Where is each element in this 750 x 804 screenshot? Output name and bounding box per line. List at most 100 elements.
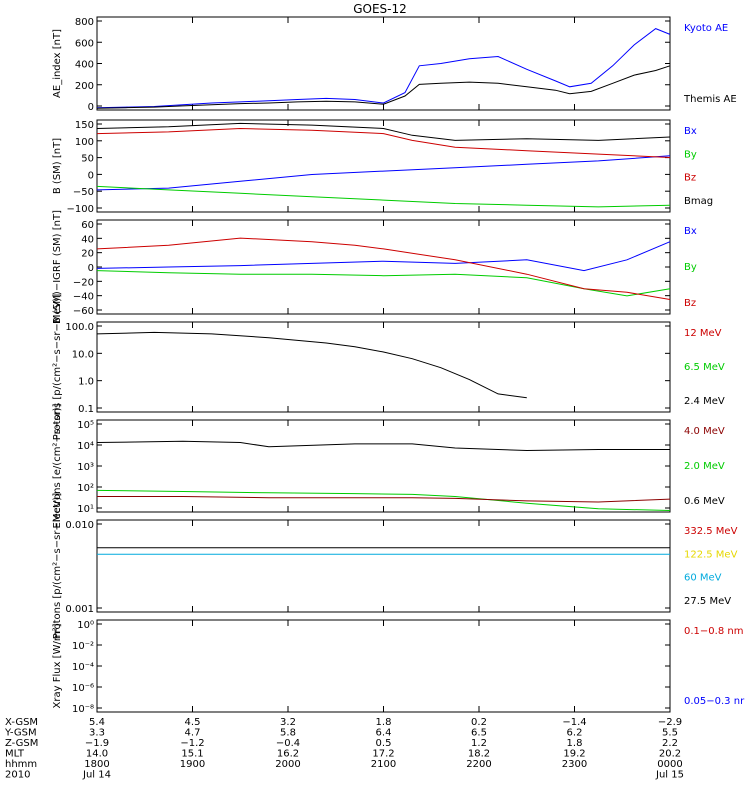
footer-value: 1.8 <box>376 717 392 728</box>
footer-value: 5.4 <box>89 717 105 728</box>
footer-value: 3.3 <box>89 728 105 739</box>
footer-value: 1800 <box>84 759 109 770</box>
y-tick-label: 800 <box>75 17 94 28</box>
y-tick-label: 0 <box>88 170 94 181</box>
footer-value: 6.2 <box>567 728 583 739</box>
footer-value: 0.2 <box>471 717 487 728</box>
series-line <box>96 331 527 399</box>
footer-value: 15.1 <box>181 749 203 760</box>
footer-value: −0.4 <box>276 738 300 749</box>
y-tick-label: 100 <box>75 137 94 148</box>
y-tick-label: 10³ <box>77 462 94 473</box>
y-tick-label: 10⁰ <box>77 620 94 631</box>
y-axis-label: Xray Flux [W/m²] <box>52 623 63 708</box>
series-line <box>96 489 671 511</box>
panel-ae: 800 600 400 200 0 AE_index [nT] Kyoto AE Themis… <box>52 16 737 113</box>
panel-frame <box>96 519 671 613</box>
legend-entry: By <box>684 149 697 160</box>
footer-value: 5.5 <box>662 728 678 739</box>
y-tick-label: 10⁻⁸ <box>72 704 94 715</box>
y-axis-label: Protons [p/(cm²−s−sr−MeV)] <box>52 294 63 441</box>
series-line <box>96 440 670 452</box>
legend-entry: 122.5 MeV <box>684 549 738 560</box>
y-tick-label: 60 <box>81 220 94 231</box>
y-tick-label: −60 <box>73 306 94 317</box>
series-line <box>96 65 671 109</box>
panel-bigrf: 60 40 20 0 −20 −40 −60 B (SM)−IGRF (SM) [nT] Bx B… <box>52 210 697 324</box>
footer-value: −1.4 <box>562 717 586 728</box>
footer-value: 1.2 <box>471 738 487 749</box>
y-axis-label: Electrons [e/(cm²−s−sr)] <box>52 403 63 528</box>
footer-row-label: 2010 <box>5 770 30 781</box>
y-tick-label: 150 <box>75 120 94 131</box>
legend-entry: 2.0 MeV <box>684 461 725 472</box>
footer-value: 1.8 <box>567 738 583 749</box>
footer-value: −2.9 <box>658 717 682 728</box>
footer-value: 0000 <box>657 759 682 770</box>
series-line <box>96 127 671 158</box>
footer-value: −1.2 <box>180 738 204 749</box>
series-line <box>96 155 671 191</box>
panel-xray: 10⁰ 10⁻² 10⁻⁴ 10⁻⁶ 10⁻⁸ Xray Flux [W/m²] 0.1−0… <box>52 619 745 715</box>
series-line <box>96 237 671 300</box>
legend-entry: 60 MeV <box>684 573 722 584</box>
y-tick-label: −40 <box>73 292 94 303</box>
legend-entry: 12 MeV <box>684 328 722 339</box>
footer-value: 18.2 <box>468 749 490 760</box>
footer-value: 2000 <box>275 759 300 770</box>
footer-value: 4.5 <box>185 717 201 728</box>
legend-entry: 0.05−0.3 nr <box>684 696 745 707</box>
y-tick-label: 100.0 <box>65 322 94 333</box>
legend-entry: By <box>684 262 697 273</box>
y-tick-label: 600 <box>75 38 94 49</box>
y-tick-label: 10⁻² <box>72 641 94 652</box>
footer-row-label: MLT <box>5 749 25 760</box>
legend-entry: Bz <box>684 298 696 309</box>
series-line <box>97 496 671 503</box>
series-line <box>96 122 671 141</box>
footer-value: 2.2 <box>662 738 678 749</box>
footer-value: 20.2 <box>659 749 681 760</box>
legend-entry: Bmag <box>684 196 713 207</box>
series-line <box>96 185 671 208</box>
series-line <box>96 28 671 109</box>
footer-value: 2100 <box>371 759 396 770</box>
footer-value: 5.8 <box>280 728 296 739</box>
footer-value: Jul 15 <box>655 770 684 781</box>
footer-value: 3.2 <box>280 717 296 728</box>
y-tick-label: 20 <box>81 249 94 260</box>
y-tick-label: 50 <box>81 154 94 165</box>
footer-value: 16.2 <box>277 749 299 760</box>
y-tick-label: −100 <box>67 204 94 215</box>
y-tick-label: 0.001 <box>65 604 94 615</box>
y-axis-label: Protons [p/(cm²−s−sr−MeV)] <box>52 493 63 640</box>
footer-value: 0.5 <box>376 738 392 749</box>
footer-value: 2300 <box>562 759 587 770</box>
y-tick-label: −20 <box>73 277 94 288</box>
y-tick-label: 40 <box>81 234 94 245</box>
legend-entry: Themis AE <box>683 94 737 105</box>
footer-value: 4.7 <box>185 728 201 739</box>
legend-entry: Bx <box>684 126 697 137</box>
y-tick-label: 0 <box>88 102 94 113</box>
footer-value: −1.9 <box>85 738 109 749</box>
y-tick-label: −50 <box>73 187 94 198</box>
ephemeris-footer: X-GSM 5.4 4.5 3.2 1.8 0.2 −1.4 −2.9 Y-GSM 3.3 4.7 5… <box>4 717 684 781</box>
series-line <box>96 241 671 272</box>
y-tick-label: 10⁵ <box>77 420 94 431</box>
legend-entry: 0.1−0.8 nm <box>684 626 743 637</box>
figure-title: GOES-12 <box>353 2 407 16</box>
legend-entry: 4.0 MeV <box>684 426 725 437</box>
footer-value: 19.2 <box>563 749 585 760</box>
y-axis-label: B (SM) [nT] <box>52 138 63 194</box>
legend-entry: 2.4 MeV <box>684 396 725 407</box>
y-tick-label: 10² <box>77 483 94 494</box>
y-tick-label: 1.0 <box>78 377 94 388</box>
legend-entry: 332.5 MeV <box>684 526 738 537</box>
footer-value: Jul 14 <box>82 770 111 781</box>
panel-frame <box>96 619 671 713</box>
footer-value: 17.2 <box>372 749 394 760</box>
